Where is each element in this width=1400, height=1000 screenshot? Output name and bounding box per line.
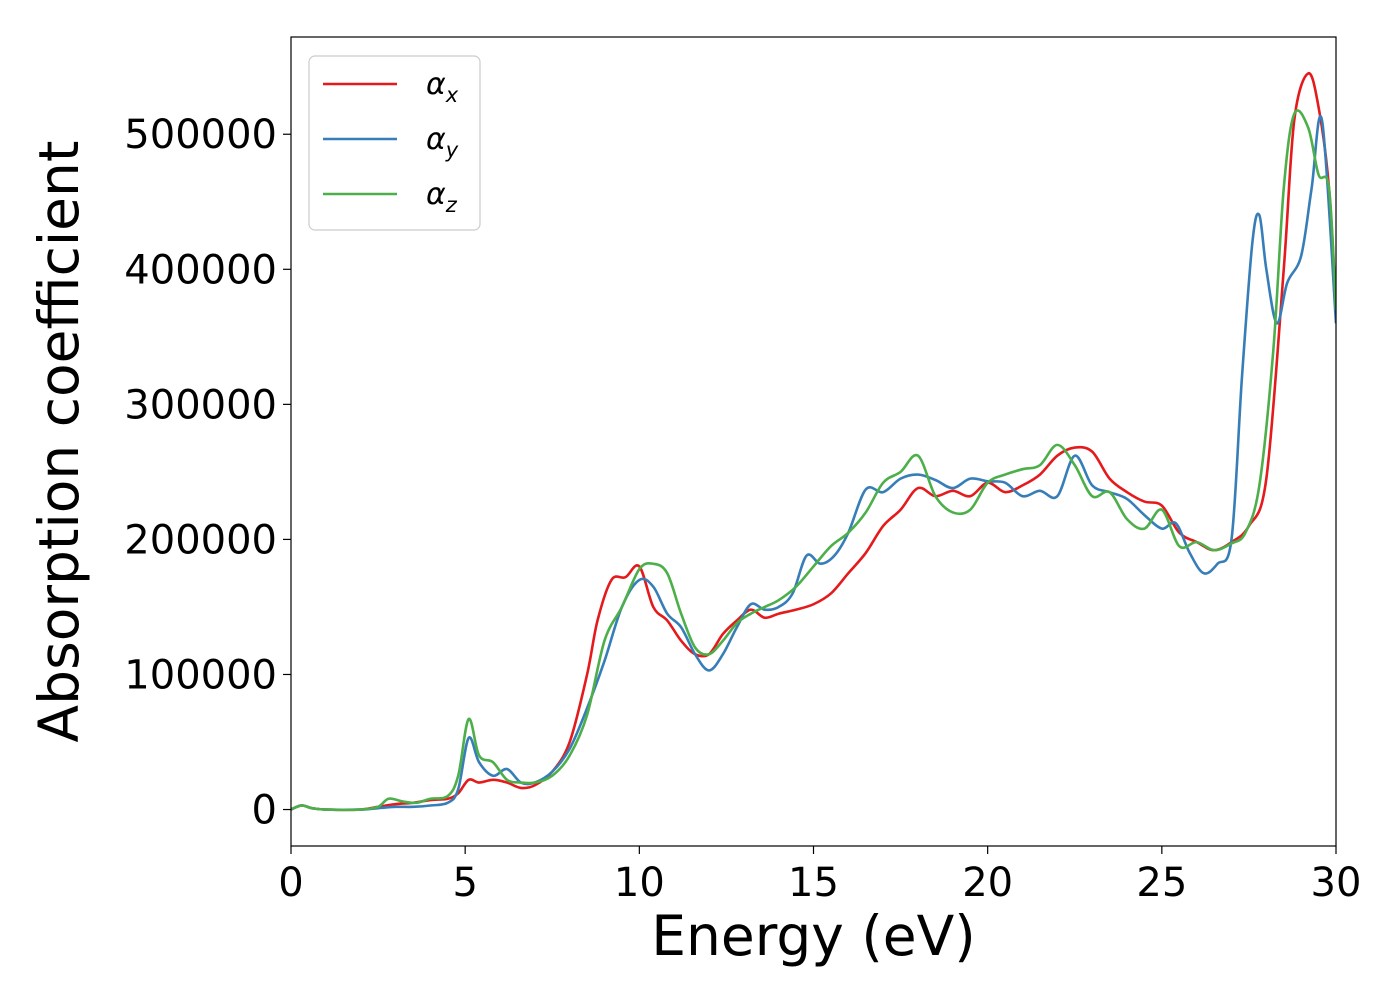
y-tick-label: 0	[252, 788, 277, 834]
series-line-y	[291, 115, 1336, 812]
y-axis-title: Absorption coefficient	[27, 141, 91, 743]
legend-label-y: αy	[426, 122, 459, 162]
x-tick-label: 25	[1136, 860, 1187, 906]
x-tick-label: 5	[452, 860, 477, 906]
x-tick-label: 10	[614, 860, 665, 906]
x-tick-label: 15	[788, 860, 839, 906]
x-tick-label: 20	[962, 860, 1013, 906]
x-tick-label: 30	[1311, 860, 1362, 906]
legend-box	[308, 55, 481, 231]
y-axis-ticks: 0 100000 200000 300000 400000 500000	[124, 112, 291, 834]
legend: αx αy αz	[308, 55, 481, 231]
x-axis-title: Energy (eV)	[651, 904, 975, 968]
y-tick-label: 100000	[124, 652, 277, 698]
plot-lines	[291, 72, 1336, 812]
x-tick-label: 0	[278, 860, 303, 906]
legend-label-z: αz	[426, 177, 458, 217]
x-axis-ticks: 0 5 10 15 20 25 30	[278, 846, 1361, 906]
y-tick-label: 500000	[124, 112, 277, 158]
series-line-z	[291, 109, 1336, 812]
y-tick-label: 300000	[124, 382, 277, 428]
legend-label-x: αx	[426, 67, 459, 107]
y-tick-label: 400000	[124, 247, 277, 293]
y-tick-label: 200000	[124, 517, 277, 563]
